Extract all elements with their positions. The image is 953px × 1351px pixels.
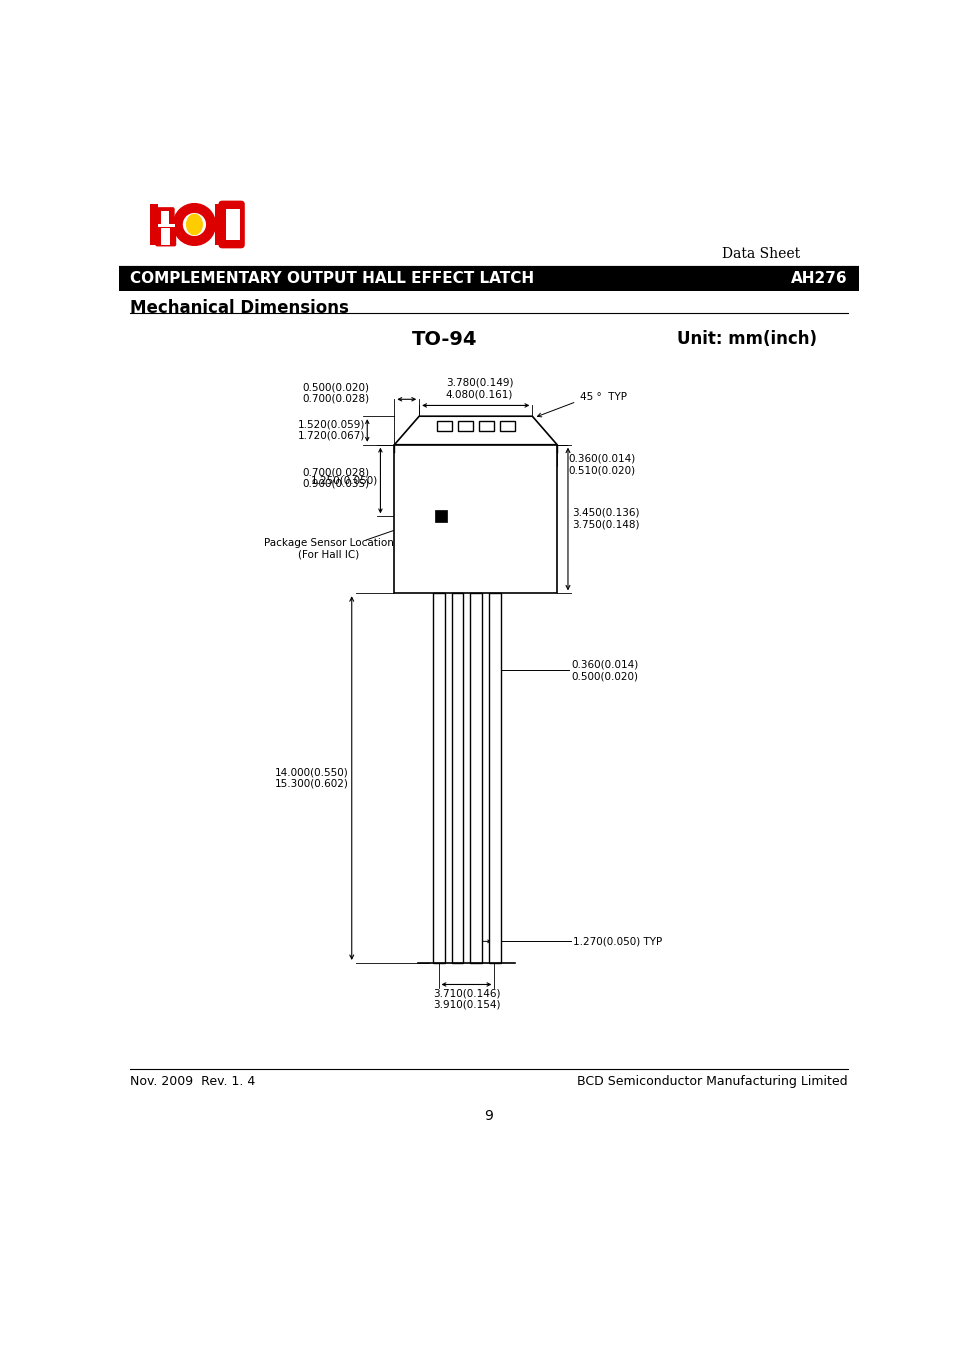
Text: Data Sheet: Data Sheet [720,247,799,261]
Text: 1.250(0.050): 1.250(0.050) [311,476,377,485]
Bar [433,593,444,963]
Text: AH276: AH276 [790,272,847,286]
FancyBboxPatch shape [218,200,245,249]
Text: 0.380(0.015)
0.550(0.022): 0.380(0.015) 0.550(0.022) [452,515,518,536]
Text: TO-94: TO-94 [412,330,477,349]
Bar [158,224,174,227]
FancyBboxPatch shape [155,207,174,228]
Bar [150,204,158,245]
Polygon shape [394,416,557,444]
Text: 14.000(0.550)
15.300(0.602): 14.000(0.550) 15.300(0.602) [274,767,348,789]
Text: 9: 9 [484,1109,493,1123]
Bar [452,593,463,963]
Bar [161,211,169,226]
Bar [200,155,220,201]
Text: 0.360(0.014)
0.510(0.020): 0.360(0.014) 0.510(0.020) [568,454,636,476]
Text: 0.700(0.028)
0.900(0.035): 0.700(0.028) 0.900(0.035) [302,467,369,489]
Bar [226,209,240,240]
Text: 3.450(0.136)
3.750(0.148): 3.450(0.136) 3.750(0.148) [572,508,639,530]
Bar [161,228,171,245]
Text: 1.520(0.059)
1.720(0.067): 1.520(0.059) 1.720(0.067) [297,419,365,440]
Bar [436,422,452,431]
Bar [435,511,447,523]
Text: 0.360(0.014)
0.500(0.020): 0.360(0.014) 0.500(0.020) [571,659,638,681]
FancyBboxPatch shape [155,222,176,246]
Text: 1.850(0.073): 1.850(0.073) [400,474,468,484]
Bar [119,266,858,292]
Text: Package Sensor Location
(For Hall IC): Package Sensor Location (For Hall IC) [263,538,393,559]
Text: Mechanical Dimensions: Mechanical Dimensions [130,299,349,317]
Ellipse shape [186,213,203,235]
Bar [488,593,500,963]
Text: COMPLEMENTARY OUTPUT HALL EFFECT LATCH: COMPLEMENTARY OUTPUT HALL EFFECT LATCH [130,272,534,286]
Bar [478,422,494,431]
Circle shape [172,203,216,246]
Bar [215,204,223,245]
Bar [457,422,473,431]
Text: Nov. 2009  Rev. 1. 4: Nov. 2009 Rev. 1. 4 [130,1075,255,1089]
Bar [470,593,481,963]
Text: 1.270(0.050) TYP: 1.270(0.050) TYP [573,936,662,946]
Text: 4.980(0.196)
5.280(0.208): 4.980(0.196) 5.280(0.208) [441,439,509,461]
Bar [394,444,557,593]
Text: 0.500(0.020)
0.700(0.028): 0.500(0.020) 0.700(0.028) [302,382,369,404]
Text: 3.710(0.146)
3.910(0.154): 3.710(0.146) 3.910(0.154) [433,989,499,1011]
Bar [499,422,515,431]
Text: 45 °  TYP: 45 ° TYP [579,392,627,403]
Text: Unit: mm(inch): Unit: mm(inch) [677,330,816,349]
Text: 3.780(0.149)
4.080(0.161): 3.780(0.149) 4.080(0.161) [445,378,513,400]
Text: BCD Semiconductor Manufacturing Limited: BCD Semiconductor Manufacturing Limited [577,1075,847,1089]
Circle shape [183,213,206,236]
